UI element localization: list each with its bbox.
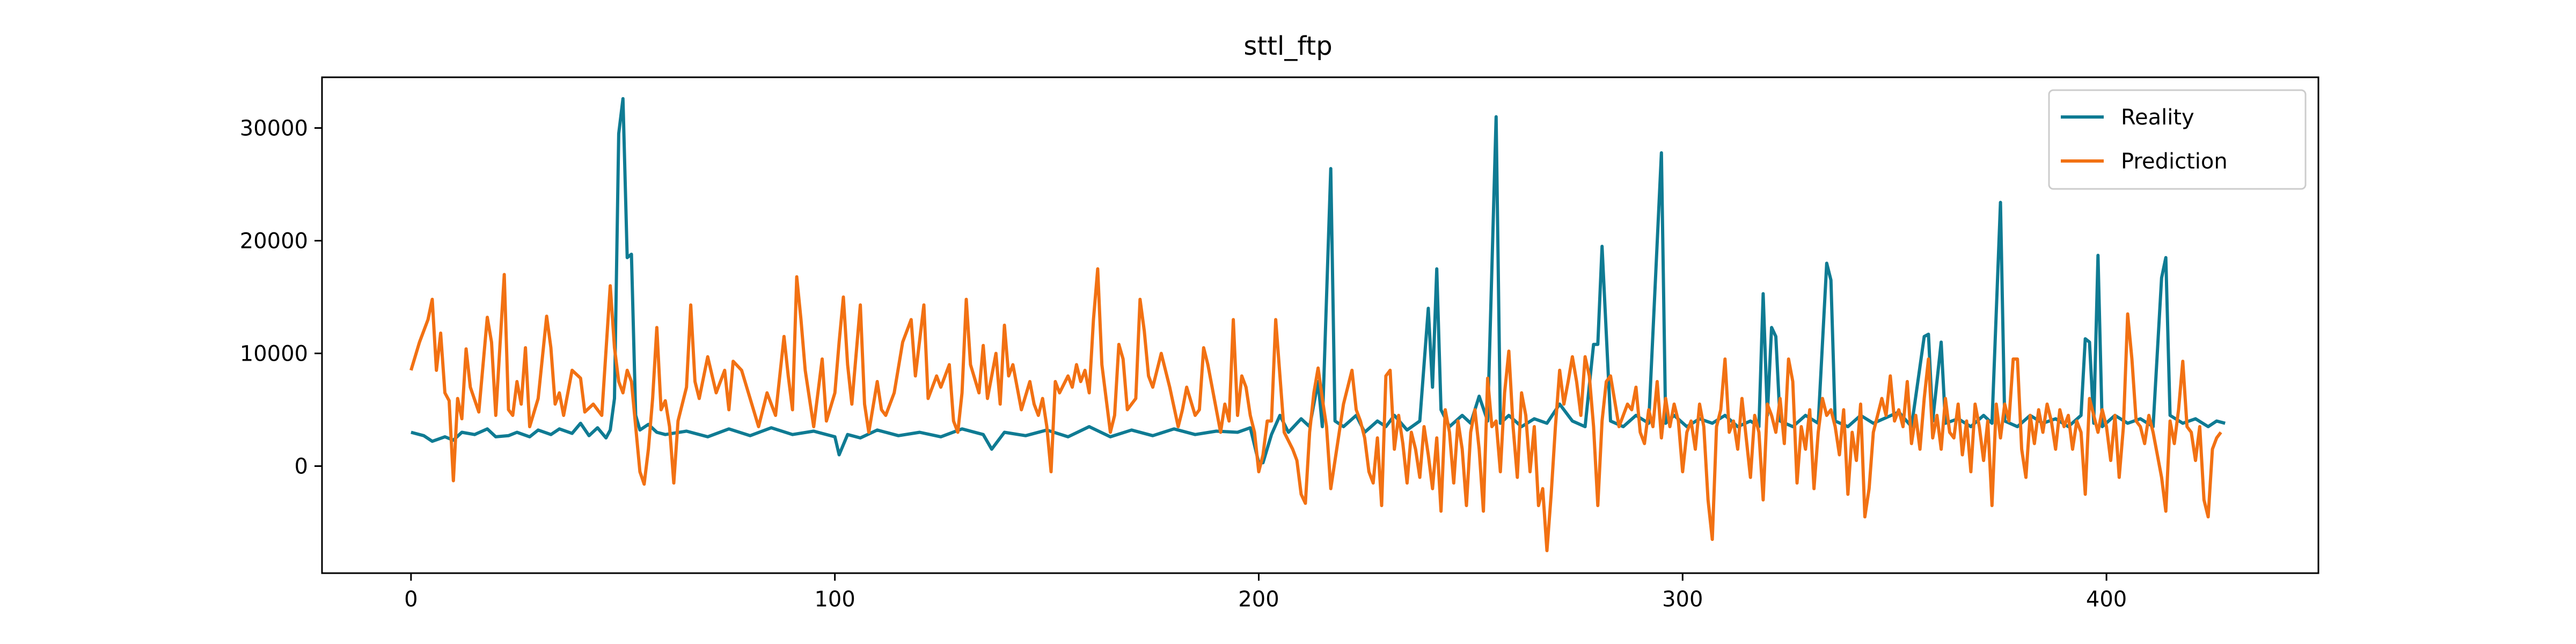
legend-box <box>2048 89 2307 190</box>
x-tick-label: 100 <box>814 587 855 612</box>
y-tick-label: 10000 <box>240 342 308 367</box>
legend-label-reality: Reality <box>2121 105 2194 130</box>
series-line-reality <box>411 97 2226 465</box>
x-tick-label: 300 <box>1662 587 1703 612</box>
y-tick-label: 0 <box>295 455 308 479</box>
y-tick-label: 20000 <box>240 229 308 254</box>
y-tick-label: 30000 <box>240 116 308 141</box>
series-line-prediction <box>409 267 2222 552</box>
series-layer <box>409 97 2226 552</box>
legend-label-prediction: Prediction <box>2121 149 2228 174</box>
legend: Reality Prediction <box>2048 89 2307 190</box>
chart-title: sttl_ftp <box>1243 31 1332 61</box>
plot-area <box>321 76 2319 574</box>
x-axis: 0 100 200 300 400 <box>404 573 2127 612</box>
y-axis: 0 10000 20000 30000 <box>240 116 322 479</box>
x-tick-label: 200 <box>1238 587 1279 612</box>
x-tick-label: 400 <box>2086 587 2127 612</box>
x-tick-label: 0 <box>404 587 418 612</box>
